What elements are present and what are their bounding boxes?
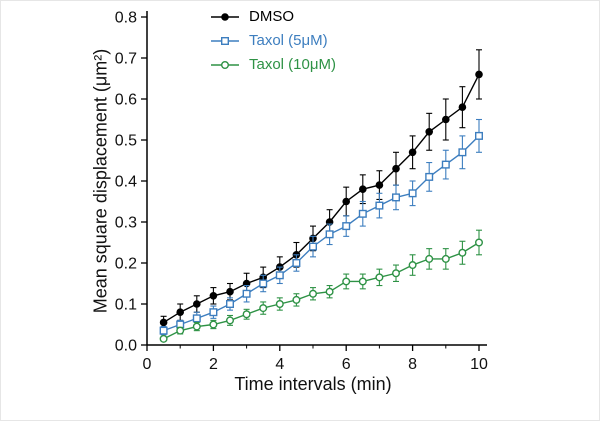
svg-text:0.6: 0.6 — [115, 92, 137, 109]
svg-text:0.1: 0.1 — [115, 297, 137, 314]
svg-text:0.3: 0.3 — [115, 215, 137, 232]
legend-item-dmso: DMSO — [209, 7, 336, 27]
y-axis-label: Mean square displacement (μm²) — [90, 48, 111, 314]
legend-label-dmso: DMSO — [249, 8, 294, 25]
legend-label-taxol-10um: Taxol (10μM) — [249, 56, 336, 73]
svg-text:10: 10 — [470, 356, 488, 373]
series-DMSO — [159, 49, 483, 330]
svg-text:0.8: 0.8 — [115, 10, 137, 27]
legend-marker-taxol-10um-icon — [211, 60, 239, 69]
svg-text:0: 0 — [143, 356, 152, 373]
svg-text:0.2: 0.2 — [115, 256, 137, 273]
legend-item-taxol-10um: Taxol (10μM) — [209, 55, 336, 75]
svg-text:0.0: 0.0 — [115, 338, 137, 355]
svg-text:0.7: 0.7 — [115, 51, 137, 68]
svg-text:6: 6 — [342, 356, 351, 373]
legend-item-taxol-5um: Taxol (5μM) — [209, 31, 336, 51]
legend-label-taxol-5um: Taxol (5μM) — [249, 32, 328, 49]
legend: DMSO Taxol (5μM) Taxol (10μM) — [209, 7, 336, 75]
svg-text:0.5: 0.5 — [115, 133, 137, 150]
x-axis-label: Time intervals (min) — [234, 374, 392, 394]
series-Taxol (5μM) — [159, 118, 484, 336]
legend-marker-dmso-icon — [211, 13, 239, 21]
svg-text:0.4: 0.4 — [115, 174, 137, 191]
series-Taxol (10μM) — [159, 229, 484, 343]
svg-text:2: 2 — [209, 356, 218, 373]
svg-text:8: 8 — [408, 356, 417, 373]
svg-text:4: 4 — [275, 356, 284, 373]
legend-marker-taxol-5um-icon — [211, 36, 239, 45]
